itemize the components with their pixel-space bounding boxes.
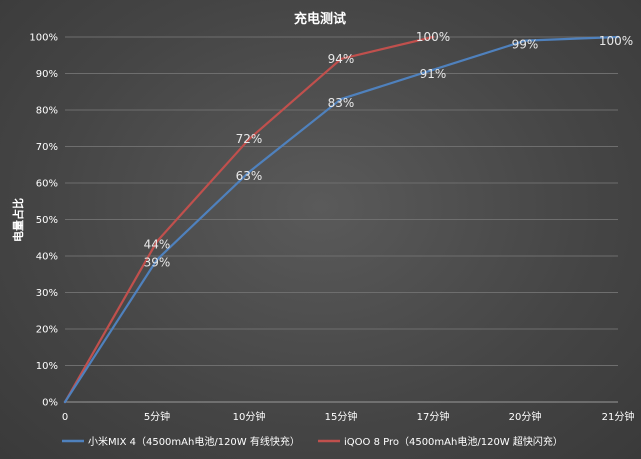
x-tick-label: 21分钟 [602, 410, 635, 423]
x-tick-label: 10分钟 [233, 410, 266, 423]
legend: 小米MIX 4（4500mAh电池/120W 有线快充） iQOO 8 Pro（4… [62, 435, 563, 448]
data-point [523, 39, 527, 42]
series-lines [63, 35, 620, 404]
data-point [616, 35, 620, 39]
y-tick-label: 80% [36, 106, 58, 117]
x-tick-label: 5分钟 [144, 410, 170, 423]
grid-lines [65, 36, 618, 403]
y-tick-label: 70% [36, 142, 58, 153]
data-label: 72% [236, 132, 263, 146]
y-tick-label: 0% [42, 398, 58, 409]
x-tick-label: 20分钟 [509, 410, 542, 423]
x-tick-label: 0 [62, 412, 68, 423]
y-tick-label: 40% [36, 252, 58, 263]
y-axis-label: 电量占比 [11, 198, 25, 242]
data-label: 39% [144, 256, 171, 270]
y-tick-label: 100% [29, 33, 58, 44]
data-label: 44% [144, 237, 171, 251]
data-point [155, 240, 159, 243]
data-label: 63% [236, 169, 263, 183]
data-label: 91% [420, 67, 447, 81]
y-tick-label: 20% [36, 325, 58, 336]
y-axis-ticks: 0% 10% 20% 30% 40% 50% 60% 70% 80% 90% 100% [29, 33, 58, 409]
data-label: 83% [328, 96, 355, 110]
data-point [247, 170, 251, 174]
chart-title: 充电测试 [294, 11, 346, 27]
data-label: 94% [328, 52, 355, 66]
data-point [63, 400, 67, 404]
legend-label: 小米MIX 4（4500mAh电池/120W 有线快充） [88, 435, 300, 448]
y-tick-label: 10% [36, 361, 58, 372]
y-tick-label: 50% [36, 215, 58, 226]
data-labels: 39% 63% 83% 91% 99% 100% 44% 72% 94% 100% [144, 30, 633, 270]
y-tick-label: 30% [36, 288, 58, 299]
y-tick-label: 90% [36, 69, 58, 80]
data-point [431, 68, 435, 72]
x-tick-label: 17分钟 [417, 410, 450, 423]
data-point [247, 138, 251, 141]
data-label: 100% [599, 34, 633, 48]
data-label: 99% [512, 38, 539, 52]
data-point [155, 258, 159, 261]
y-tick-label: 60% [36, 179, 58, 190]
x-axis-ticks: 0 5分钟 10分钟 15分钟 17分钟 20分钟 21分钟 [62, 410, 635, 423]
x-tick-label: 15分钟 [325, 410, 358, 423]
legend-label: iQOO 8 Pro（4500mAh电池/120W 超快闪充） [344, 435, 563, 448]
data-label: 100% [416, 30, 450, 44]
data-point [431, 35, 435, 39]
data-point [339, 97, 343, 101]
data-point [339, 57, 343, 61]
